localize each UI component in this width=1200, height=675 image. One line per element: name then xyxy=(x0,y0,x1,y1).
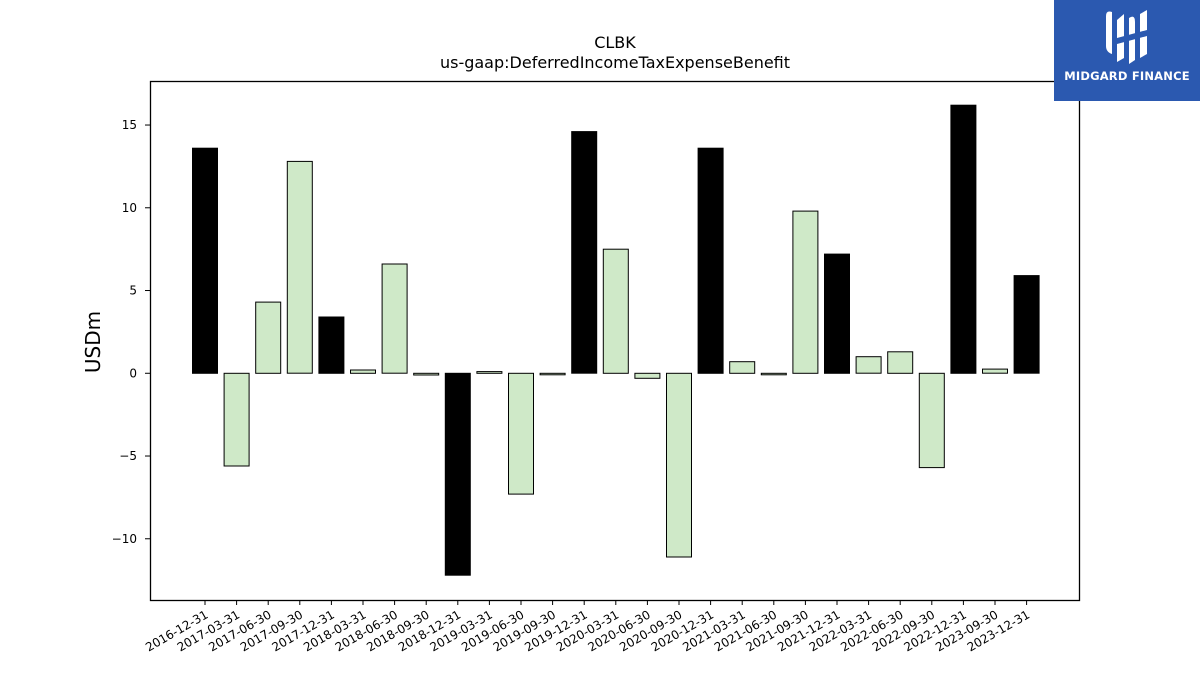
bar-2019-06-30 xyxy=(508,372,534,495)
bar-2020-06-30 xyxy=(634,372,661,379)
bar-2019-03-31 xyxy=(476,371,503,374)
y-tick-label: 0 xyxy=(129,366,137,380)
bar-2019-12-31 xyxy=(571,131,598,374)
bar-2018-09-30 xyxy=(413,372,440,376)
bar-2023-12-31 xyxy=(1013,275,1040,374)
bar-2022-03-31 xyxy=(855,356,882,374)
bar-2021-12-31 xyxy=(824,253,850,374)
bar-2021-06-30 xyxy=(760,372,787,376)
bar-2018-06-30 xyxy=(381,263,408,374)
y-tick-label: 15 xyxy=(122,118,137,132)
y-tick-label: −5 xyxy=(119,449,137,463)
y-axis-label: USDm xyxy=(81,311,105,373)
bar-2017-09-30 xyxy=(286,160,313,374)
bar-2016-12-31 xyxy=(192,147,218,374)
chart-title: CLBK xyxy=(594,33,636,52)
brand-logo: MIDGARD FINANCE xyxy=(1054,0,1200,101)
midgard-logo-icon xyxy=(1106,10,1147,65)
plot-frame xyxy=(149,80,1081,602)
bar-2021-09-30 xyxy=(792,210,819,374)
bar-2018-12-31 xyxy=(444,372,471,576)
bar-2019-09-30 xyxy=(539,372,566,376)
bar-2020-03-31 xyxy=(602,248,629,374)
bar-2020-12-31 xyxy=(697,147,724,374)
bar-2018-03-31 xyxy=(350,369,376,374)
bar-2022-12-31 xyxy=(950,104,977,374)
bar-2022-06-30 xyxy=(887,351,914,374)
x-axis: 2016-12-312017-03-312017-06-302017-09-30… xyxy=(143,600,1032,654)
bar-2017-12-31 xyxy=(318,316,345,374)
logo-text: MIDGARD FINANCE xyxy=(1064,69,1190,83)
bars-group xyxy=(192,104,1040,576)
chart-subtitle: us-gaap:DeferredIncomeTaxExpenseBenefit xyxy=(440,53,790,72)
y-tick-label: −10 xyxy=(112,532,137,546)
y-tick-label: 5 xyxy=(129,284,137,298)
y-axis: −10 −5 0 5 10 15 xyxy=(112,118,151,546)
bar-2020-09-30 xyxy=(666,372,692,558)
bar-2021-03-31 xyxy=(729,361,756,374)
bar-2017-06-30 xyxy=(255,301,282,374)
bar-2017-03-31 xyxy=(223,372,250,467)
bar-2023-09-30 xyxy=(982,368,1008,374)
y-tick-label: 10 xyxy=(122,201,137,215)
bar-2022-09-30 xyxy=(918,372,945,469)
